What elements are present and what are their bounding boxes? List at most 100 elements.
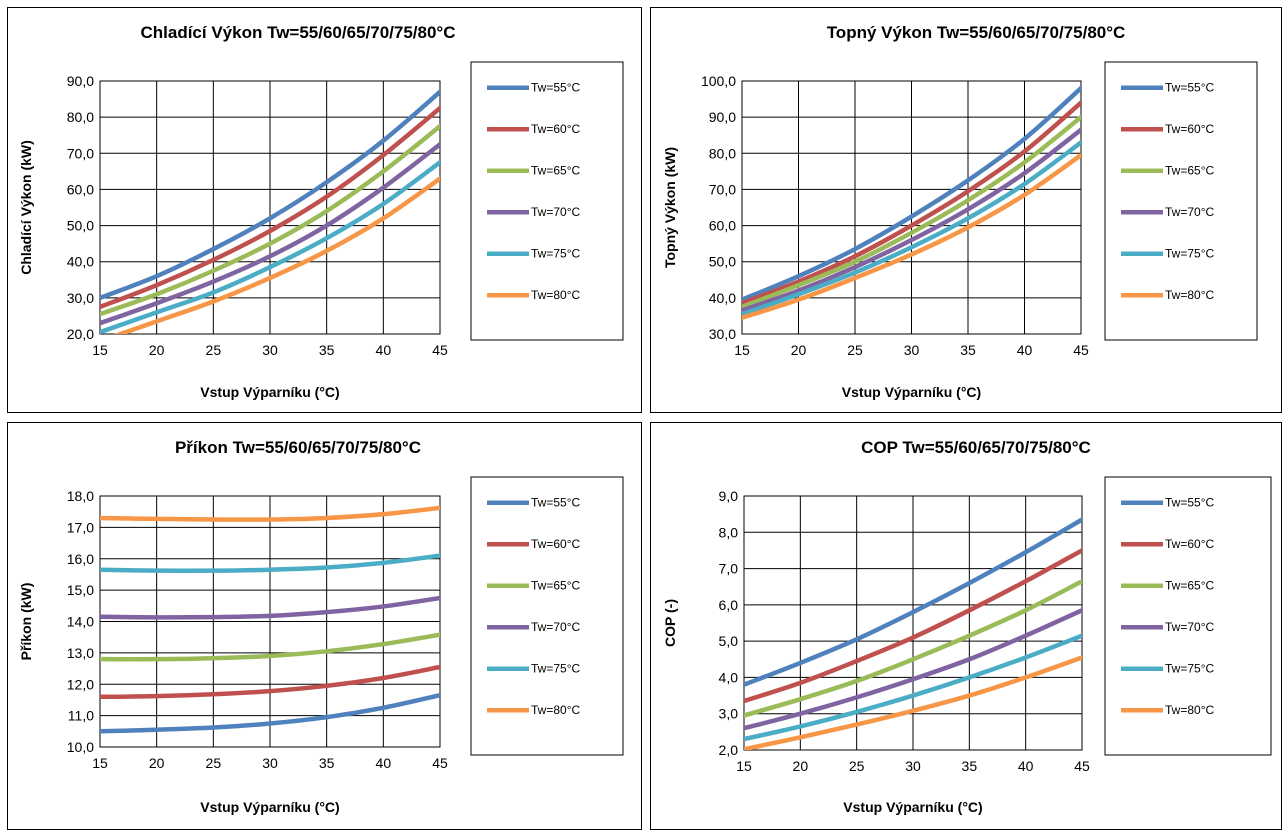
y-tick-label: 70,0 [67, 145, 94, 161]
legend-entry: Tw=70°C [1165, 205, 1214, 219]
series-line-60 [100, 664, 440, 700]
power-input-chart-svg: Příkon Tw=55/60/65/70/75/80°C 15 20 25 30 35 4… [18, 438, 624, 815]
legend-entry: Tw=75°C [1165, 247, 1214, 261]
chart-panel-cop: COP Tw=55/60/65/70/75/80°C 15 20 25 30 35 40 45… [650, 422, 1282, 830]
y-tick-label: 8,0 [719, 524, 739, 540]
legend-entry: Tw=75°C [1165, 662, 1214, 676]
y-tick-label: 7,0 [719, 561, 739, 577]
series-line-80 [744, 655, 1082, 750]
plot-area-border [99, 80, 441, 335]
y-tick-label: 50,0 [67, 218, 94, 234]
series-line-55 [100, 89, 440, 301]
x-tick-label: 20 [149, 342, 165, 358]
x-tick-label: 45 [1074, 758, 1090, 774]
series-line-70 [744, 608, 1082, 731]
y-tick-label: 90,0 [67, 73, 94, 89]
y-axis-label: COP (-) [662, 599, 678, 647]
x-tick-label: 25 [847, 342, 863, 358]
plot-area-border [99, 495, 441, 748]
legend-entry: Tw=60°C [531, 122, 580, 136]
x-tick-label: 40 [1017, 342, 1033, 358]
y-axis-label: Chladící Výkon (kW) [18, 140, 34, 275]
x-axis-label: Vstup Výparníku (°C) [842, 384, 981, 400]
x-axis-label: Vstup Výparníku (°C) [200, 384, 339, 400]
legend-entry: Tw=75°C [531, 662, 580, 676]
heating-capacity-chart-svg: Topný Výkon Tw=55/60/65/70/75/80°C 15 20 25… [662, 23, 1258, 400]
legend-entry: Tw=70°C [531, 205, 580, 219]
x-tick-label: 30 [262, 342, 278, 358]
y-tick-label: 2,0 [719, 742, 739, 758]
chart-title: Příkon Tw=55/60/65/70/75/80°C [175, 438, 421, 457]
chart-title: Topný Výkon Tw=55/60/65/70/75/80°C [827, 23, 1126, 42]
series-line-75 [742, 140, 1081, 317]
x-tick-label: 30 [905, 758, 921, 774]
y-tick-label: 17,0 [67, 519, 94, 535]
series-line-60 [100, 105, 440, 310]
x-tick-label: 40 [376, 342, 392, 358]
y-tick-label: 10,0 [67, 739, 94, 755]
series-line-80 [100, 505, 440, 522]
x-tick-label: 40 [376, 755, 392, 771]
y-tick-label: 20,0 [67, 326, 94, 342]
legend-entry: Tw=55°C [531, 496, 580, 510]
legend-entry: Tw=60°C [531, 537, 580, 551]
x-tick-label: 15 [92, 342, 108, 358]
plot-area-border [741, 80, 1082, 335]
y-tick-label: 90,0 [709, 109, 736, 125]
series-line-75 [100, 553, 440, 574]
chart-panel-cooling-capacity: Chladící Výkon Tw=55/60/65/70/75/80°C 15 2… [7, 7, 642, 413]
series-line-65 [100, 632, 440, 662]
x-tick-label: 30 [262, 755, 278, 771]
x-tick-label: 30 [904, 342, 920, 358]
y-tick-label: 100,0 [701, 73, 736, 89]
x-tick-label: 45 [432, 755, 448, 771]
x-tick-label: 35 [319, 755, 335, 771]
x-tick-label: 40 [1018, 758, 1034, 774]
legend-entry: Tw=70°C [1165, 620, 1214, 634]
x-tick-label: 25 [206, 342, 222, 358]
legend-entry: Tw=70°C [531, 620, 580, 634]
y-tick-label: 6,0 [719, 597, 739, 613]
series-line-60 [744, 548, 1082, 704]
legend-entry: Tw=80°C [1165, 703, 1214, 717]
x-tick-label: 20 [149, 755, 165, 771]
x-tick-label: 20 [793, 758, 809, 774]
x-tick-label: 25 [849, 758, 865, 774]
series-line-55 [744, 517, 1082, 687]
y-tick-label: 12,0 [67, 676, 94, 692]
legend-entry: Tw=60°C [1165, 537, 1214, 551]
y-axis-label: Příkon (kW) [18, 583, 34, 661]
series-line-65 [742, 114, 1081, 310]
chart-panel-heating-capacity: Topný Výkon Tw=55/60/65/70/75/80°C 15 20 25… [650, 7, 1282, 413]
y-tick-label: 40,0 [709, 290, 736, 306]
legend-entry: Tw=65°C [1165, 164, 1214, 178]
series-line-55 [100, 692, 440, 734]
x-tick-label: 20 [791, 342, 807, 358]
series-line-80 [113, 176, 440, 334]
cooling-capacity-chart-svg: Chladící Výkon Tw=55/60/65/70/75/80°C15 2… [18, 23, 624, 400]
chart-panel-power-input: Příkon Tw=55/60/65/70/75/80°C 15 20 25 30 35 4… [7, 422, 642, 830]
x-tick-label: 35 [962, 758, 978, 774]
x-tick-label: 45 [1073, 342, 1089, 358]
y-tick-label: 60,0 [67, 181, 94, 197]
x-tick-label: 25 [206, 755, 222, 771]
y-tick-label: 5,0 [719, 633, 739, 649]
y-tick-label: 11,0 [68, 708, 94, 724]
y-tick-label: 80,0 [709, 145, 736, 161]
legend-entry: Tw=80°C [531, 288, 580, 302]
plot-area-border [743, 495, 1083, 751]
y-tick-label: 14,0 [67, 614, 94, 630]
legend-entry: Tw=80°C [531, 703, 580, 717]
legend-entry: Tw=55°C [1165, 496, 1214, 510]
y-tick-label: 40,0 [67, 254, 94, 270]
x-tick-label: 45 [432, 342, 448, 358]
y-tick-label: 18,0 [67, 488, 94, 504]
y-tick-label: 30,0 [709, 326, 736, 342]
x-tick-label: 15 [92, 755, 108, 771]
series-line-75 [100, 160, 440, 334]
chart-title: COP Tw=55/60/65/70/75/80°C [861, 438, 1091, 457]
y-axis-label: Topný Výkon (kW) [662, 147, 678, 268]
y-tick-label: 70,0 [709, 181, 736, 197]
x-axis-label: Vstup Výparníku (°C) [843, 799, 982, 815]
legend-entry: Tw=60°C [1165, 122, 1214, 136]
